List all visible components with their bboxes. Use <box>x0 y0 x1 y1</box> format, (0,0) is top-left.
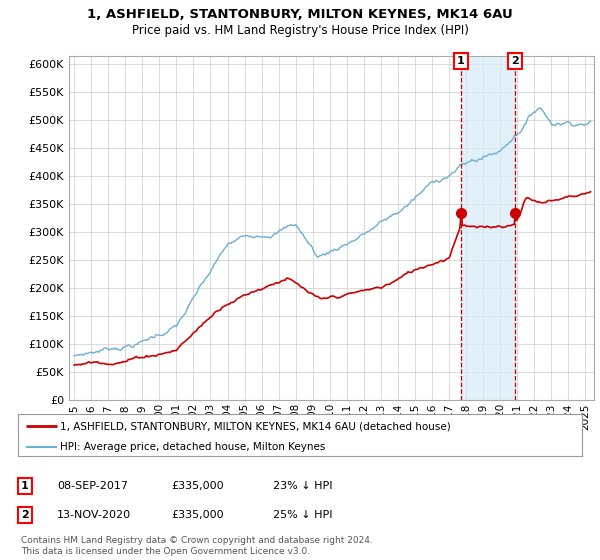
Text: 1: 1 <box>21 481 29 491</box>
Text: 13-NOV-2020: 13-NOV-2020 <box>57 510 131 520</box>
Text: 25% ↓ HPI: 25% ↓ HPI <box>273 510 332 520</box>
Text: £335,000: £335,000 <box>171 481 224 491</box>
Bar <box>461 56 515 400</box>
Text: 1, ASHFIELD, STANTONBURY, MILTON KEYNES, MK14 6AU (detached house): 1, ASHFIELD, STANTONBURY, MILTON KEYNES,… <box>60 421 451 431</box>
Text: HPI: Average price, detached house, Milton Keynes: HPI: Average price, detached house, Milt… <box>60 442 326 452</box>
Text: 23% ↓ HPI: 23% ↓ HPI <box>273 481 332 491</box>
Text: 2: 2 <box>21 510 29 520</box>
Text: 08-SEP-2017: 08-SEP-2017 <box>57 481 128 491</box>
Text: 1, ASHFIELD, STANTONBURY, MILTON KEYNES, MK14 6AU: 1, ASHFIELD, STANTONBURY, MILTON KEYNES,… <box>87 8 513 21</box>
Text: £335,000: £335,000 <box>171 510 224 520</box>
Text: Contains HM Land Registry data © Crown copyright and database right 2024.
This d: Contains HM Land Registry data © Crown c… <box>21 536 373 556</box>
Text: 2: 2 <box>511 56 519 66</box>
Text: 1: 1 <box>457 56 465 66</box>
Text: Price paid vs. HM Land Registry's House Price Index (HPI): Price paid vs. HM Land Registry's House … <box>131 24 469 36</box>
